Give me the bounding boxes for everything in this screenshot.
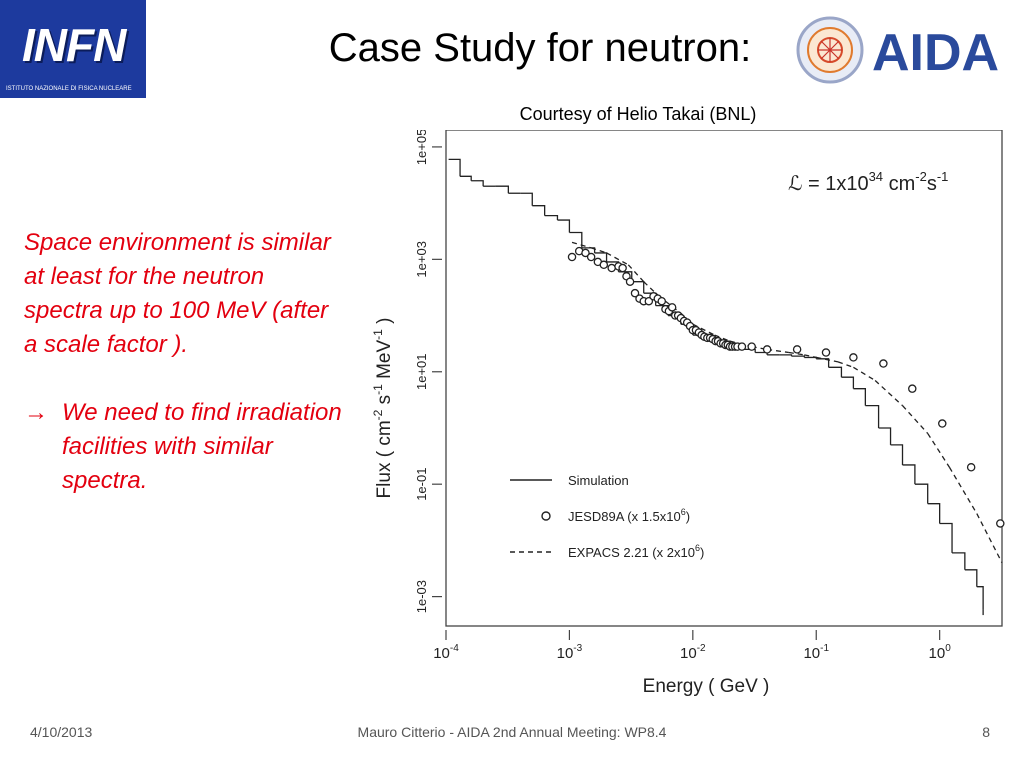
simulation-step-0 <box>448 158 461 177</box>
jesd-point-50 <box>849 353 858 362</box>
expacs-segment-21 <box>948 466 978 514</box>
x-tick-label-0: 10-4 <box>433 643 459 662</box>
simulation-step-40 <box>939 522 953 553</box>
expacs-segment-15 <box>816 356 839 363</box>
expacs-segment-14 <box>804 354 817 359</box>
expacs-segment-17 <box>853 366 876 382</box>
legend-jesd-marker <box>541 511 551 521</box>
side-text: Space environment is similar at least fo… <box>24 226 344 498</box>
legend-jesd-label: JESD89A (x 1.5x106) <box>568 507 690 524</box>
y-tick-label-3: 1e+03 <box>414 241 429 278</box>
simulation-step-10 <box>569 231 583 248</box>
footer-presenter: Mauro Citterio - AIDA 2nd Annual Meeting… <box>357 724 667 740</box>
simulation-step-2 <box>471 180 484 187</box>
expacs-segment-19 <box>902 405 929 434</box>
simulation-step-8 <box>544 214 559 221</box>
expacs-segment-0 <box>571 241 592 249</box>
footer-date: 4/10/2013 <box>30 724 93 740</box>
x-tick-label-4: 100 <box>929 643 952 662</box>
jesd-point-52 <box>908 384 917 393</box>
y-tick-label-4: 1e+05 <box>414 130 429 165</box>
simulation-step-35 <box>878 427 892 445</box>
expacs-segment-1 <box>590 247 607 254</box>
simulation-step-33 <box>853 388 867 406</box>
simulation-step-31 <box>828 366 843 378</box>
x-axis-label: Energy ( GeV ) <box>643 676 770 697</box>
expacs-segment-3 <box>627 264 645 283</box>
expacs-segment-9 <box>714 334 731 342</box>
jesd-point-46 <box>747 342 756 351</box>
plot-frame <box>445 130 1003 627</box>
jesd-point-17 <box>657 296 667 306</box>
y-tick-label-0: 1e-03 <box>414 580 429 613</box>
jesd-point-54 <box>966 463 976 472</box>
expacs-segment-13 <box>788 351 805 356</box>
courtesy-caption: Courtesy of Helio Takai (BNL) <box>519 104 757 124</box>
expacs-segment-16 <box>837 361 854 368</box>
simulation-step-1 <box>460 175 472 181</box>
jesd-point-3 <box>586 252 596 262</box>
jesd-point-6 <box>607 263 616 273</box>
simulation-step-39 <box>927 503 941 524</box>
legend: Simulation JESD89A (x 1.5x106) EXPACS 2.… <box>510 473 704 560</box>
legend-expacs-label: EXPACS 2.21 (x 2x106) <box>568 543 704 560</box>
expacs-segment-2 <box>606 252 629 266</box>
aida-emblem-icon <box>796 16 864 84</box>
jesd-point-51 <box>879 359 888 368</box>
arrow-paragraph: We need to find irradiation facilities w… <box>62 399 342 494</box>
y-tick-label-1: 1e-01 <box>414 468 429 501</box>
y-tick-label-2: 1e+01 <box>414 354 429 391</box>
expacs-segment-18 <box>874 379 903 407</box>
expacs-segment-4 <box>643 281 657 294</box>
expacs-segment-22 <box>976 513 1003 564</box>
expacs-segment-20 <box>927 433 950 468</box>
side-paragraph: Space environment is similar at least fo… <box>24 229 331 358</box>
infn-logo-subtitle: ISTITUTO NAZIONALE DI FISICA NUCLEARE <box>6 86 132 92</box>
infn-logo-text: INFN <box>22 19 126 71</box>
jesd-point-47 <box>762 345 772 354</box>
simulation-step-11 <box>581 247 596 253</box>
infn-logo: INFN ISTITUTO NAZIONALE DI FISICA NUCLEA… <box>0 0 146 98</box>
simulation-step-36 <box>890 444 904 465</box>
simulation-step-42 <box>964 569 978 587</box>
jesd-point-55 <box>996 519 1005 528</box>
jesd-point-5 <box>599 260 609 270</box>
flux-chart: 10-4 10-3 10-2 10-1 100 1e-03 1e-01 1e+01 1e+03… <box>371 130 1005 697</box>
simulation-step-28 <box>791 355 805 358</box>
simulation-step-7 <box>532 205 546 216</box>
jesd-point-8 <box>618 263 627 273</box>
legend-simulation-label: Simulation <box>568 473 629 488</box>
simulation-step-34 <box>865 404 880 428</box>
page-number: 8 <box>982 724 990 740</box>
luminosity-annotation: ℒ = 1x1034 cm-2s-1 <box>788 169 948 195</box>
simulation-step-9 <box>557 219 571 233</box>
simulation-step-4 <box>495 185 509 194</box>
jesd-point-20 <box>667 303 677 312</box>
y-axis-label: Flux ( cm-2 s-1 MeV-1 ) <box>371 318 395 499</box>
jesd-point-49 <box>821 348 831 357</box>
jesd-point-53 <box>938 419 947 428</box>
simulation-step-32 <box>841 376 855 389</box>
x-tick-label-1: 10-3 <box>557 643 583 662</box>
slide-title: Case Study for neutron: <box>328 26 752 70</box>
jesd-point-10 <box>625 277 635 286</box>
simulation-step-6 <box>520 192 533 206</box>
simulation-step-27 <box>779 354 793 357</box>
arrow-right-icon: → <box>24 399 48 426</box>
simulation-step-24 <box>741 348 756 353</box>
simulation-step-37 <box>902 464 916 485</box>
jesd-point-11 <box>630 288 640 298</box>
arrow-bullet: → We need to find irradiation facilities… <box>24 396 344 498</box>
jesd-point-45 <box>737 342 747 351</box>
x-tick-label-3: 10-1 <box>803 643 829 662</box>
aida-logo-text: AIDA <box>872 24 999 82</box>
x-tick-label-2: 10-2 <box>680 643 706 662</box>
jesd-point-48 <box>792 345 802 354</box>
jesd-point-0 <box>567 252 577 262</box>
simulation-step-38 <box>914 483 929 504</box>
simulation-step-41 <box>952 552 966 570</box>
jesd-point-2 <box>581 248 590 258</box>
simulation-step-43 <box>976 586 984 610</box>
aida-logo: AIDA <box>796 16 999 84</box>
